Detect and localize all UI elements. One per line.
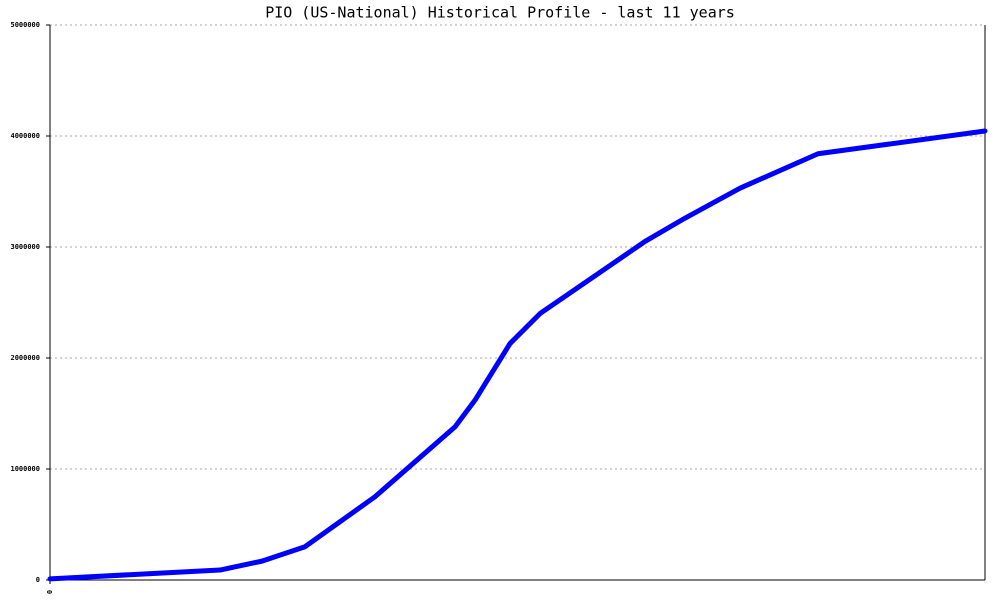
data-line [47,128,988,582]
chart-title: PIO (US-National) Historical Profile - l… [265,4,735,22]
x-tick-label: 0 [46,590,54,594]
y-tick-label: 1000000 [10,465,40,473]
y-tick-label: 2000000 [10,354,40,362]
y-tick-label: 3000000 [10,243,40,251]
y-tick-label: 5000000 [10,21,40,29]
y-tick-label: 0 [36,576,40,584]
y-tick-label: 4000000 [10,132,40,140]
